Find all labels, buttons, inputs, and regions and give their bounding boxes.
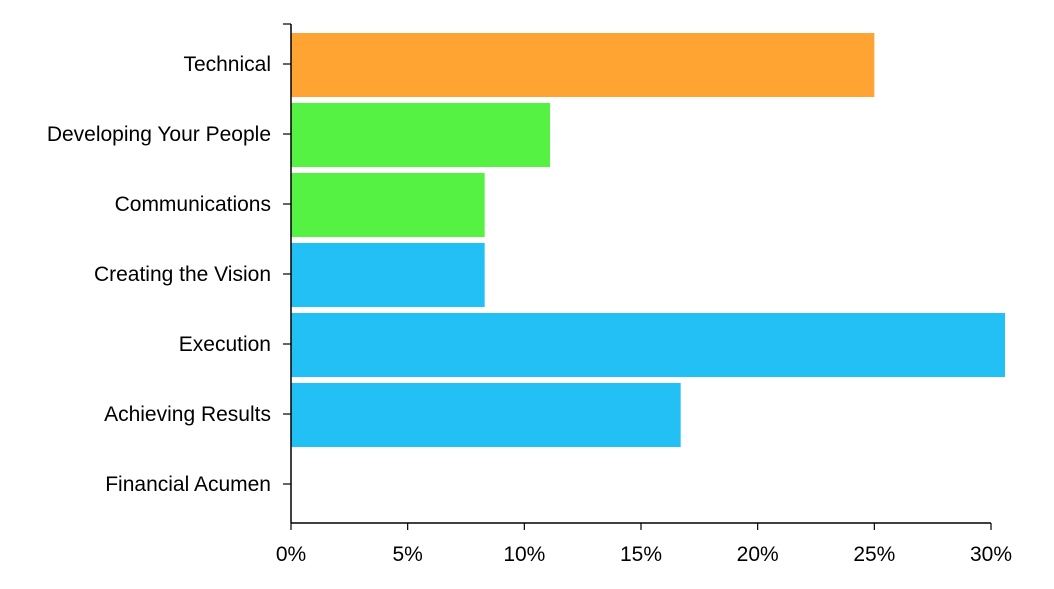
category-labels: Technical Developing Your People Communica… (47, 23, 291, 496)
bars-layer (291, 33, 1005, 447)
x-tick-label-30: 30% (970, 543, 1012, 566)
x-tick-label-0: 0% (276, 543, 306, 566)
bar-execution (291, 313, 1005, 377)
x-tick-label-25: 25% (853, 543, 895, 566)
category-label-developing-your-people: Developing Your People (47, 123, 271, 146)
bar-developing-your-people (291, 103, 550, 167)
category-label-creating-the-vision: Creating the Vision (94, 263, 271, 286)
category-label-communications: Communications (115, 193, 271, 216)
x-tick-label-15: 15% (620, 543, 662, 566)
category-label-achieving-results: Achieving Results (104, 403, 271, 426)
category-label-financial-acumen: Financial Acumen (105, 473, 271, 496)
x-tick-label-20: 20% (737, 543, 779, 566)
x-axis-ticks: 0% 5% 10% 15% 20% 25% 30% (276, 523, 1012, 566)
bar-creating-the-vision (291, 243, 485, 307)
x-tick-label-5: 5% (392, 543, 422, 566)
category-label-execution: Execution (179, 333, 271, 356)
category-label-technical: Technical (183, 53, 271, 76)
x-tick-label-10: 10% (503, 543, 545, 566)
bar-technical (291, 33, 875, 97)
bar-communications (291, 173, 485, 237)
bar-achieving-results (291, 383, 681, 447)
